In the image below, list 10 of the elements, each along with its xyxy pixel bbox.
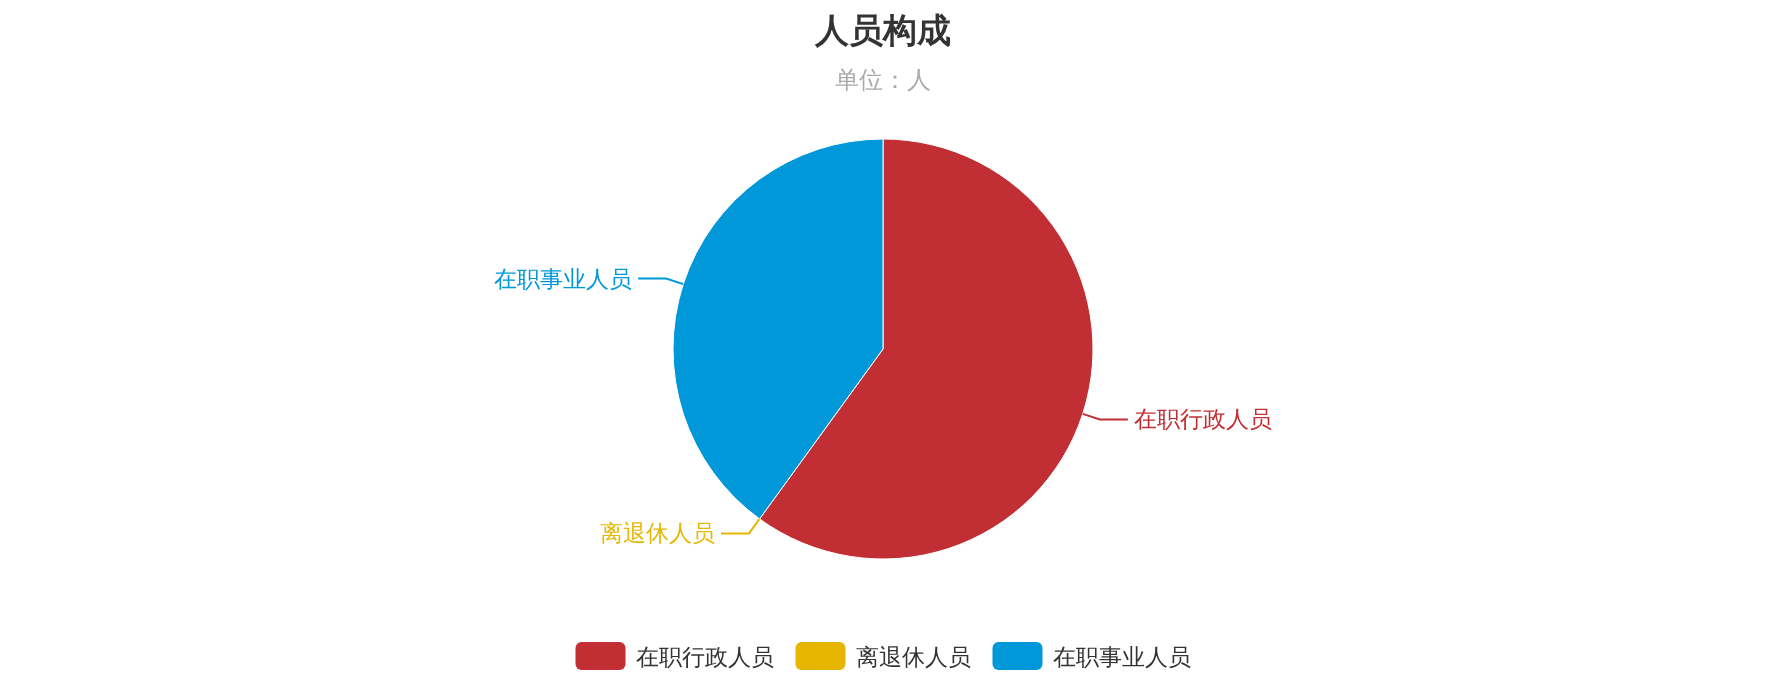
slice-label: 在职行政人员 [1133, 406, 1272, 433]
legend-label: 离退休人员 [855, 644, 971, 670]
legend-label: 在职行政人员 [635, 644, 774, 670]
chart-subtitle: 单位：人 [835, 66, 931, 93]
category-label: 离退休人员 [599, 520, 715, 547]
chart-title: 人员构成 [814, 11, 951, 49]
pie-slice [759, 138, 1094, 560]
slice-label: 在职事业人员 [494, 265, 633, 292]
pie-slice [672, 138, 884, 520]
legend-label: 在职事业人员 [1052, 644, 1191, 670]
